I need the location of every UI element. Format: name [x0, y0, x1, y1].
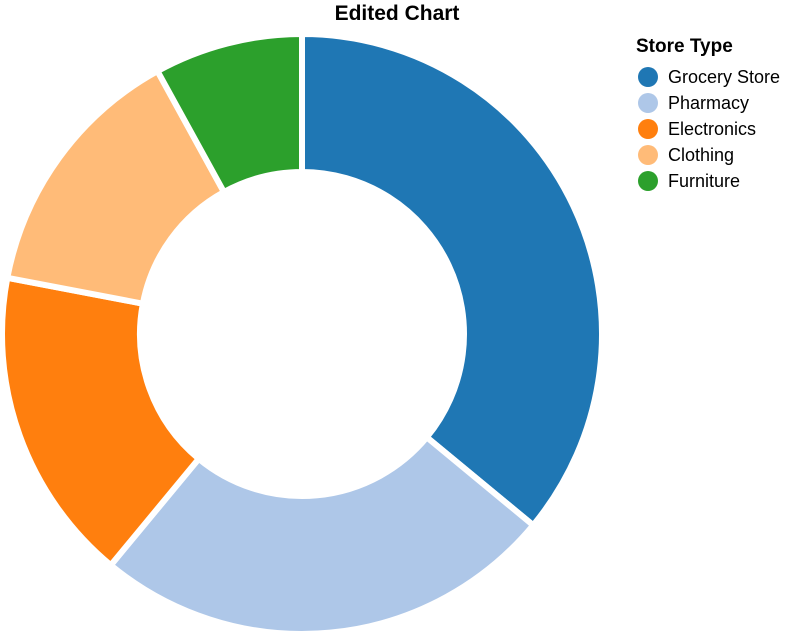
slice-clothing	[4, 68, 227, 307]
legend-swatch	[638, 119, 658, 139]
slice-furniture	[154, 31, 305, 196]
legend-item-furniture: Furniture	[638, 171, 740, 191]
legend-label: Electronics	[668, 119, 756, 139]
slice-pharmacy	[107, 434, 537, 634]
slice-grocery-store	[299, 31, 605, 529]
legend-label: Grocery Store	[668, 67, 780, 87]
legend-label: Furniture	[668, 171, 740, 191]
legend-swatch	[638, 145, 658, 165]
legend-label: Pharmacy	[668, 93, 749, 113]
legend-swatch	[638, 67, 658, 87]
legend-item-pharmacy: Pharmacy	[638, 93, 749, 113]
legend-item-clothing: Clothing	[638, 145, 734, 165]
legend-item-electronics: Electronics	[638, 119, 756, 139]
legend-items: Grocery Store Pharmacy Electronics Clothing…	[638, 67, 780, 191]
chart-title: Edited Chart	[335, 2, 460, 25]
donut-slices	[0, 31, 605, 634]
legend: Store Type Grocery Store Pharmacy Electron…	[636, 36, 780, 191]
legend-item-grocery-store: Grocery Store	[638, 67, 780, 87]
legend-title: Store Type	[636, 36, 733, 57]
legend-swatch	[638, 93, 658, 113]
slice-electronics	[0, 274, 202, 569]
legend-label: Clothing	[668, 145, 734, 165]
legend-swatch	[638, 171, 658, 191]
